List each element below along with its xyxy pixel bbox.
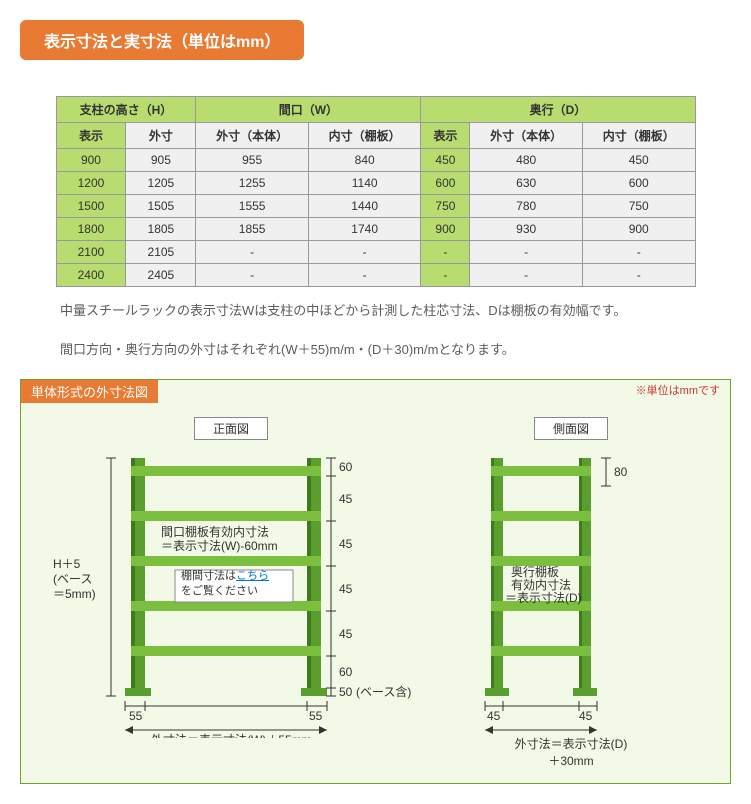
svg-text:外寸法＝表示寸法(W)＋55mm: 外寸法＝表示寸法(W)＋55mm [151, 733, 312, 738]
svg-text:45: 45 [339, 492, 353, 506]
table-cell: 480 [470, 149, 583, 172]
table-cell: 750 [582, 195, 695, 218]
svg-text:45: 45 [579, 709, 593, 723]
svg-text:H＋5: H＋5 [53, 557, 81, 571]
svg-text:＝表示寸法(W)-60mm: ＝表示寸法(W)-60mm [161, 539, 278, 553]
table-cell: 630 [470, 172, 583, 195]
svg-text:＝表示寸法(D): ＝表示寸法(D) [505, 591, 582, 605]
table-cell: - [470, 264, 583, 287]
table-cell: 955 [196, 149, 309, 172]
note-line-1: 中量スチールラックの表示寸法Wは支柱の中ほどから計測した柱芯寸法、Dは棚板の有効… [60, 301, 731, 322]
table-cell: 450 [582, 149, 695, 172]
table-cell: - [421, 241, 470, 264]
table-cell: 600 [582, 172, 695, 195]
side-outer-label: 外寸法＝表示寸法(D)＋30mm [461, 735, 681, 769]
table-cell: 900 [582, 218, 695, 241]
svg-text:55: 55 [309, 709, 323, 723]
clearance-note: 棚間寸法はこちら をご覧ください [181, 569, 291, 600]
svg-text:50: 50 [339, 685, 353, 699]
svg-text:45: 45 [339, 537, 353, 551]
front-view-block: 正面図 [51, 417, 411, 772]
table-cell: 905 [126, 149, 196, 172]
th-group-d: 奥行（D） [421, 97, 695, 123]
svg-text:奥行棚板: 奥行棚板 [511, 564, 559, 579]
page-title: 表示寸法と実寸法（単位はmm） [20, 20, 304, 60]
th-sub: 表示 [421, 123, 470, 149]
table-cell: 1255 [196, 172, 309, 195]
table-cell: 900 [421, 218, 470, 241]
table-cell: 1805 [126, 218, 196, 241]
diagram-title: 単体形式の外寸法図 [21, 380, 158, 403]
table-cell: 840 [308, 149, 421, 172]
table-cell: 1140 [308, 172, 421, 195]
th-sub: 外寸 [126, 123, 196, 149]
side-view-block: 側面図 80 [461, 417, 681, 769]
side-view-label: 側面図 [534, 417, 608, 440]
table-cell: 1440 [308, 195, 421, 218]
svg-text:55: 55 [129, 709, 143, 723]
table-cell: 1200 [56, 172, 126, 195]
th-sub: 表示 [56, 123, 126, 149]
table-cell: 900 [56, 149, 126, 172]
svg-text:60: 60 [339, 460, 353, 474]
table-cell: - [582, 264, 695, 287]
th-sub: 内寸（棚板） [582, 123, 695, 149]
table-cell: 450 [421, 149, 470, 172]
table-cell: 930 [470, 218, 583, 241]
table-cell: 780 [470, 195, 583, 218]
svg-text:45: 45 [339, 582, 353, 596]
clearance-link[interactable]: こちら [236, 570, 269, 582]
table-cell: 2405 [126, 264, 196, 287]
table-cell: - [308, 264, 421, 287]
table-cell: 1740 [308, 218, 421, 241]
table-cell: - [582, 241, 695, 264]
unit-note: ※単位はmmです [636, 382, 720, 398]
svg-text:45: 45 [487, 709, 501, 723]
svg-text:＝5mm): ＝5mm) [53, 587, 96, 601]
diagram-container: 単体形式の外寸法図 ※単位はmmです 正面図 [20, 379, 731, 785]
front-view-label: 正面図 [194, 417, 268, 440]
table-cell: 2105 [126, 241, 196, 264]
svg-text:45: 45 [339, 627, 353, 641]
table-cell: 1205 [126, 172, 196, 195]
table-cell: - [308, 241, 421, 264]
th-group-w: 間口（W） [196, 97, 421, 123]
svg-text:(ベース: (ベース [53, 572, 92, 586]
table-cell: 1505 [126, 195, 196, 218]
table-cell: 1500 [56, 195, 126, 218]
table-cell: 1555 [196, 195, 309, 218]
table-cell: 2400 [56, 264, 126, 287]
table-cell: 2100 [56, 241, 126, 264]
note-line-2: 間口方向・奥行方向の外寸はそれぞれ(W＋55)m/m・(D＋30)m/mとなりま… [60, 340, 731, 361]
table-cell: - [470, 241, 583, 264]
th-sub: 内寸（棚板） [308, 123, 421, 149]
side-view-svg: 80 奥行棚板 有効内寸法 ＝表示寸法(D) 45 45 [461, 448, 681, 738]
svg-text:有効内寸法: 有効内寸法 [511, 577, 571, 592]
dimension-table: 支柱の高さ（H） 間口（W） 奥行（D） 表示 外寸 外寸（本体） 内寸（棚板）… [56, 96, 696, 287]
svg-text:(ベース含): (ベース含) [356, 684, 411, 699]
table-cell: - [196, 241, 309, 264]
table-cell: - [421, 264, 470, 287]
th-group-h: 支柱の高さ（H） [56, 97, 196, 123]
table-cell: 1800 [56, 218, 126, 241]
svg-text:80: 80 [614, 465, 628, 479]
table-cell: - [196, 264, 309, 287]
table-cell: 750 [421, 195, 470, 218]
table-cell: 1855 [196, 218, 309, 241]
svg-text:間口棚板有効内寸法: 間口棚板有効内寸法 [161, 524, 269, 539]
svg-text:60: 60 [339, 665, 353, 679]
th-sub: 外寸（本体） [196, 123, 309, 149]
th-sub: 外寸（本体） [470, 123, 583, 149]
table-cell: 600 [421, 172, 470, 195]
